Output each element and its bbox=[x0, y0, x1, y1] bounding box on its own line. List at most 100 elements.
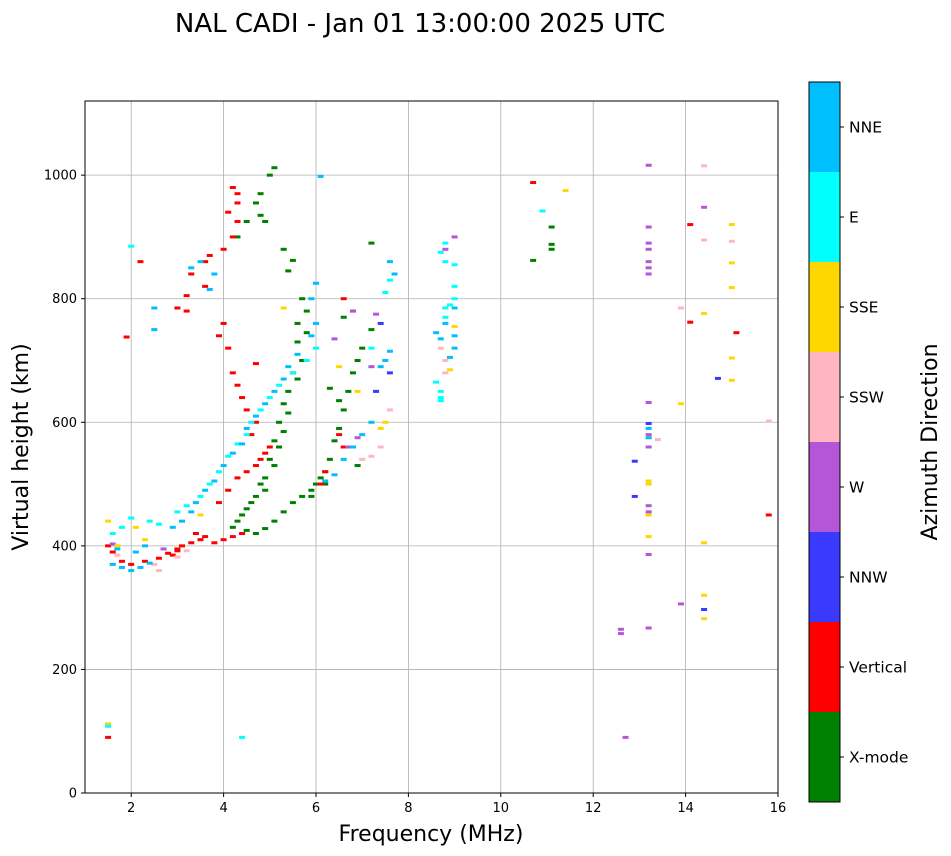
colorbar-segment bbox=[809, 712, 840, 802]
data-point-e bbox=[303, 359, 310, 362]
data-point-e bbox=[118, 525, 125, 529]
data-point-vertical bbox=[229, 186, 236, 189]
data-point-x-mode bbox=[243, 528, 250, 532]
data-point-sse bbox=[132, 525, 139, 529]
data-point-vertical bbox=[234, 476, 241, 480]
data-point-sse bbox=[280, 306, 287, 310]
data-point-nne bbox=[433, 331, 440, 335]
data-point-e bbox=[382, 291, 389, 295]
data-point-x-mode bbox=[234, 235, 241, 239]
data-point-sse bbox=[105, 722, 112, 726]
data-point-ssw bbox=[701, 238, 708, 242]
data-point-w bbox=[160, 547, 167, 551]
data-point-sse bbox=[645, 482, 652, 486]
data-point-x-mode bbox=[548, 247, 555, 251]
data-point-vertical bbox=[340, 297, 347, 301]
data-point-vertical bbox=[215, 501, 222, 505]
colorbar-title: Azimuth Direction bbox=[918, 343, 943, 540]
data-point-x-mode bbox=[349, 371, 356, 375]
data-point-nne bbox=[349, 445, 356, 449]
data-point-x-mode bbox=[271, 464, 278, 468]
data-point-vertical bbox=[183, 309, 190, 313]
data-point-sse bbox=[105, 519, 112, 523]
data-point-x-mode bbox=[239, 513, 246, 517]
data-point-x-mode bbox=[262, 219, 269, 223]
data-point-nne bbox=[377, 365, 384, 369]
data-point-x-mode bbox=[280, 247, 287, 251]
data-point-nne bbox=[206, 287, 213, 291]
data-point-vertical bbox=[142, 559, 149, 563]
x-tick-label: 10 bbox=[493, 801, 510, 816]
data-point-x-mode bbox=[294, 321, 301, 325]
data-point-x-mode bbox=[548, 225, 555, 229]
data-point-x-mode bbox=[252, 201, 259, 205]
data-point-sse bbox=[382, 420, 389, 424]
data-point-vertical bbox=[155, 556, 162, 560]
data-point-w bbox=[645, 553, 652, 557]
data-point-ssw bbox=[654, 438, 661, 442]
data-point-vertical bbox=[202, 535, 209, 539]
data-point-x-mode bbox=[326, 386, 333, 390]
data-point-x-mode bbox=[262, 527, 269, 531]
data-point-x-mode bbox=[276, 420, 283, 424]
data-point-vertical bbox=[248, 433, 255, 437]
data-point-x-mode bbox=[234, 519, 241, 523]
x-tick-label: 8 bbox=[404, 801, 412, 816]
data-point-nne bbox=[294, 352, 301, 356]
data-point-vertical bbox=[234, 192, 241, 196]
data-point-vertical bbox=[202, 284, 209, 288]
data-point-vertical bbox=[220, 247, 227, 251]
data-point-nne bbox=[313, 321, 319, 325]
data-point-w bbox=[645, 433, 652, 437]
data-point-vertical bbox=[243, 408, 250, 412]
data-point-x-mode bbox=[322, 482, 329, 486]
data-point-vertical bbox=[322, 470, 329, 474]
data-point-x-mode bbox=[229, 525, 236, 529]
colorbar-label: X-mode bbox=[849, 749, 908, 767]
y-axis-ticks: 0 200 400 600 800 1000 bbox=[44, 169, 85, 802]
colorbar: X-mode Vertical NNW W SSW SSE E NNE bbox=[808, 81, 908, 803]
data-point-e bbox=[174, 510, 181, 514]
data-point-nne bbox=[229, 451, 236, 455]
data-point-x-mode bbox=[280, 510, 287, 514]
data-point-ssw bbox=[174, 555, 181, 559]
data-point-x-mode bbox=[271, 166, 278, 170]
data-point-e bbox=[433, 380, 440, 384]
data-point-vertical bbox=[243, 470, 250, 474]
plot-points bbox=[105, 163, 772, 739]
data-point-nne bbox=[331, 473, 338, 477]
data-point-sse bbox=[728, 378, 735, 382]
data-point-x-mode bbox=[262, 488, 269, 492]
data-point-w bbox=[645, 247, 652, 251]
data-point-ssw bbox=[359, 457, 366, 461]
data-point-nne bbox=[114, 547, 121, 551]
data-point-x-mode bbox=[340, 315, 347, 319]
data-point-vertical bbox=[229, 235, 236, 239]
data-point-vertical bbox=[234, 201, 241, 205]
data-point-sse bbox=[142, 538, 149, 542]
data-point-e bbox=[437, 389, 444, 393]
data-point-w bbox=[373, 312, 380, 316]
data-point-vertical bbox=[252, 464, 259, 468]
data-point-vertical bbox=[137, 260, 144, 264]
data-point-vertical bbox=[123, 335, 130, 339]
data-point-vertical bbox=[220, 538, 227, 542]
data-point-nne bbox=[211, 479, 218, 483]
data-point-vertical bbox=[118, 559, 125, 563]
data-point-nne bbox=[239, 442, 246, 446]
data-point-nne bbox=[151, 328, 158, 332]
data-point-e bbox=[451, 263, 458, 267]
data-point-x-mode bbox=[257, 482, 264, 486]
data-point-vertical bbox=[202, 260, 209, 264]
data-point-nne bbox=[386, 260, 393, 264]
x-tick-label: 6 bbox=[312, 801, 320, 816]
colorbar-frame bbox=[808, 81, 841, 803]
data-point-vertical bbox=[687, 223, 694, 227]
colorbar-label: SSE bbox=[849, 299, 878, 317]
x-tick-label: 4 bbox=[219, 801, 227, 816]
data-point-nne bbox=[368, 420, 375, 424]
data-point-w bbox=[645, 401, 652, 405]
data-point-vertical bbox=[234, 219, 241, 223]
data-point-vertical bbox=[252, 420, 259, 424]
data-point-w bbox=[368, 365, 375, 369]
